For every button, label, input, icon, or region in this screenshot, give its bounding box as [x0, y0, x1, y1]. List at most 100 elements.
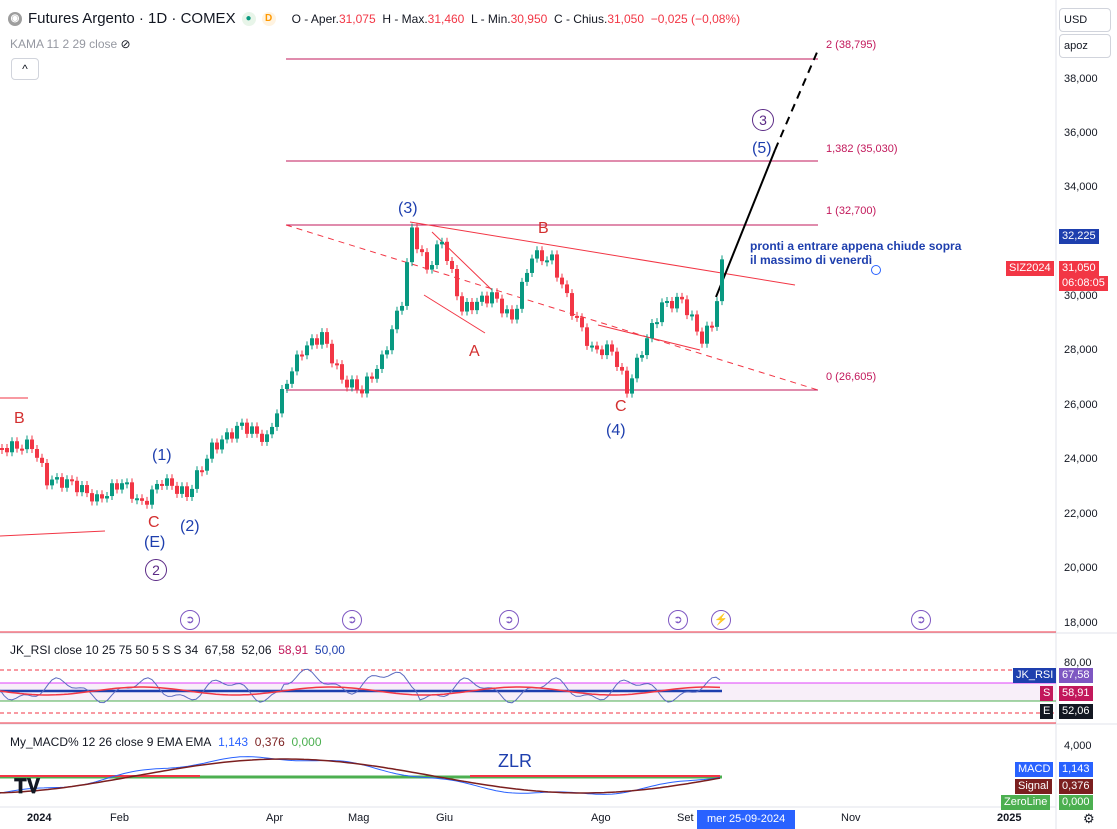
candle — [375, 368, 379, 379]
price-tick: 36,000 — [1064, 127, 1098, 139]
wave-label[interactable]: B — [538, 220, 549, 237]
candle — [165, 478, 169, 486]
price-tick: 38,000 — [1064, 73, 1098, 85]
candle — [415, 227, 419, 250]
candle — [515, 308, 519, 320]
candle — [265, 434, 269, 442]
wave-label[interactable]: B — [14, 410, 25, 427]
wave-label[interactable]: (E) — [144, 534, 166, 551]
market-status-icon[interactable]: ● — [241, 11, 256, 26]
trendlines[interactable] — [0, 221, 819, 537]
eye-hidden-icon[interactable]: ⊘ — [120, 37, 131, 51]
anchor-handle[interactable] — [871, 265, 881, 275]
wave-circle-label[interactable]: 3 — [752, 109, 774, 131]
projection-line[interactable] — [715, 149, 776, 298]
candle — [10, 441, 14, 453]
event-icon[interactable]: ➲ — [911, 610, 931, 630]
candle — [180, 486, 184, 494]
candle — [435, 244, 439, 266]
rsi-value-tag: 67,58 — [1059, 668, 1093, 683]
delayed-badge[interactable]: D — [261, 11, 276, 26]
candle — [655, 322, 659, 325]
rsi-name-tag: JK_RSI — [1013, 668, 1057, 683]
candle — [330, 343, 334, 364]
candle — [30, 439, 34, 450]
tradingview-logo-icon[interactable]: 𝐓𝐕 — [14, 776, 41, 798]
candle — [195, 470, 199, 489]
rsi-axis-tick: 80,00 — [1064, 657, 1092, 669]
fib-lines[interactable] — [286, 58, 818, 391]
candle — [25, 439, 29, 450]
currency-select[interactable]: USD — [1059, 8, 1111, 32]
event-icon[interactable]: ➲ — [342, 610, 362, 630]
rsi-legend[interactable]: JK_RSI close 10 25 75 50 5 S S 34 67,58 … — [10, 643, 345, 657]
candle — [185, 486, 189, 498]
candle — [205, 458, 209, 471]
candle — [460, 296, 464, 312]
projection-dashed-line[interactable] — [774, 49, 819, 151]
candle — [70, 479, 74, 482]
candle — [550, 254, 554, 261]
candle — [300, 354, 304, 357]
macd-value-tag: 1,143 — [1059, 762, 1093, 777]
time-tick: Set — [677, 812, 694, 824]
wave-label[interactable]: C — [148, 514, 160, 531]
lightning-icon[interactable]: ⚡ — [711, 610, 731, 630]
candle — [40, 457, 44, 463]
candle — [595, 345, 599, 350]
candle — [455, 269, 459, 297]
event-icon[interactable]: ➲ — [180, 610, 200, 630]
candle — [705, 325, 709, 344]
candle — [160, 483, 164, 486]
trade-annotation[interactable]: pronti a entrare appena chiude sopra il … — [750, 239, 961, 267]
wave-label[interactable]: (3) — [398, 200, 418, 217]
rsi-panel — [0, 668, 1056, 714]
collapse-legend-button[interactable]: ^ — [11, 58, 39, 80]
settings-gear-icon[interactable]: ⚙ — [1083, 811, 1095, 826]
candle — [35, 449, 39, 458]
candle — [360, 389, 364, 394]
wave-label[interactable]: C — [615, 398, 627, 415]
wave-label[interactable]: (4) — [606, 422, 626, 439]
candle — [485, 295, 489, 304]
price-tick: 28,000 — [1064, 344, 1098, 356]
indicator-legend[interactable]: KAMA 11 2 29 close ⊘ — [10, 37, 131, 51]
candle — [525, 272, 529, 282]
candle — [500, 298, 504, 314]
candle — [650, 323, 654, 339]
wave-label[interactable]: (1) — [152, 447, 172, 464]
candle — [625, 370, 629, 394]
candle — [355, 379, 359, 390]
candle — [645, 338, 649, 356]
candle — [80, 485, 84, 493]
candle — [560, 277, 564, 285]
price-tick: 18,000 — [1064, 617, 1098, 629]
wave-label[interactable]: (2) — [180, 518, 200, 535]
candle — [250, 426, 254, 434]
candle — [545, 260, 549, 263]
candle — [405, 262, 409, 306]
candle — [535, 250, 539, 259]
candle — [440, 241, 444, 245]
symbol-title[interactable]: Futures Argento · 1D · COMEX — [28, 10, 236, 27]
wave-label[interactable]: A — [469, 343, 480, 360]
candle — [260, 433, 264, 442]
wave-circle-label[interactable]: 2 — [145, 559, 167, 581]
candle — [105, 496, 109, 499]
event-icon[interactable]: ➲ — [499, 610, 519, 630]
candle — [380, 354, 384, 369]
candle — [60, 477, 64, 488]
candle — [700, 331, 704, 344]
candle — [575, 315, 579, 318]
zlr-annotation[interactable]: ZLR — [498, 751, 533, 771]
event-icon[interactable]: ➲ — [668, 610, 688, 630]
candle — [570, 293, 574, 316]
candle — [400, 305, 404, 311]
scale-select[interactable]: apoz — [1059, 34, 1111, 58]
rsi-s-value-tag: 58,91 — [1059, 686, 1093, 701]
candle — [590, 345, 594, 348]
candle — [335, 363, 339, 366]
macd-legend[interactable]: My_MACD% 12 26 close 9 EMA EMA 1,143 0,3… — [10, 735, 322, 749]
wave-label[interactable]: (5) — [752, 140, 772, 157]
